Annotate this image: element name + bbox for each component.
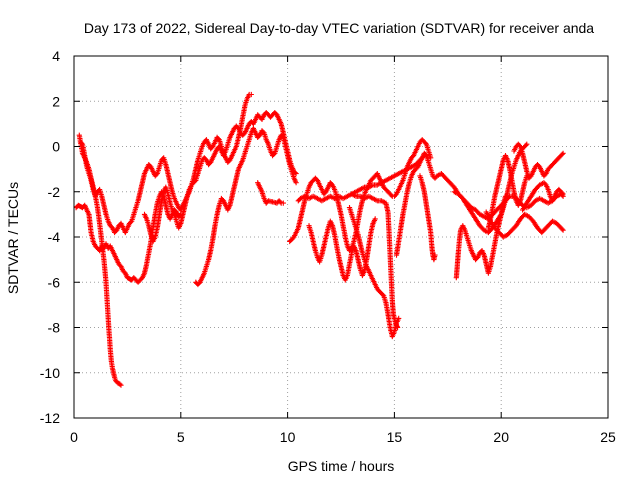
y-tick-label: -10	[40, 365, 60, 381]
data-marker-track-19	[520, 180, 566, 213]
y-tick-label: 2	[52, 93, 60, 109]
y-tick-label: -12	[40, 410, 60, 426]
data-marker-track-8	[295, 153, 427, 204]
x-tick-label: 25	[600, 429, 616, 445]
data-marker-track-17	[483, 209, 566, 240]
series-track-10	[346, 205, 402, 340]
series-track-8	[295, 153, 427, 204]
x-axis-title: GPS time / hours	[288, 458, 395, 474]
data-marker-track-5	[193, 125, 299, 288]
data-marker-track-2	[73, 189, 184, 285]
y-tick-label: -4	[48, 229, 61, 245]
x-tick-label: 20	[493, 429, 509, 445]
series-track-5	[193, 125, 299, 288]
data-marker-track-3	[77, 91, 254, 236]
series-track-7	[287, 137, 434, 254]
data-marker-track-9	[306, 216, 378, 283]
series-track-13	[417, 173, 438, 263]
x-tick-label: 15	[387, 429, 403, 445]
y-tick-label: 0	[52, 139, 60, 155]
data-marker-track-13	[417, 173, 438, 263]
data-marker-track-18	[511, 141, 566, 181]
data-marker-track-4	[141, 110, 299, 245]
data-marker-track-7	[287, 137, 434, 254]
y-tick-label: 4	[52, 48, 60, 64]
x-tick-label: 10	[280, 429, 296, 445]
series-track-16	[485, 153, 530, 231]
data-marker-track-11	[349, 191, 401, 331]
series-track-17	[483, 209, 566, 240]
data-marker-track-16	[485, 153, 530, 231]
series-track-4	[141, 110, 299, 245]
y-axis-title: SDTVAR / TECUs	[5, 182, 21, 294]
series-track-18	[511, 141, 566, 181]
data-points	[73, 91, 566, 388]
data-marker-track-10	[346, 205, 402, 340]
chart-title: Day 173 of 2022, Sidereal Day-to-day VTE…	[84, 20, 594, 36]
series-track-9	[306, 216, 378, 283]
series-track-19	[520, 180, 566, 213]
series-track-15	[453, 193, 509, 281]
y-tick-label: -2	[48, 184, 61, 200]
series-track-6	[255, 180, 286, 206]
axis-ticks: 0 5 10 15 20 25 -12 -10 -8 -6 -4 -2 0 2 4	[40, 48, 616, 445]
series-track-11	[349, 191, 401, 331]
x-tick-label: 5	[177, 429, 185, 445]
series-track-2	[73, 189, 184, 285]
x-tick-label: 0	[70, 429, 78, 445]
data-marker-track-15	[453, 193, 509, 281]
series-track-3	[77, 91, 254, 236]
data-marker-track-6	[255, 180, 286, 206]
y-tick-label: -8	[48, 320, 61, 336]
y-tick-label: -6	[48, 274, 61, 290]
